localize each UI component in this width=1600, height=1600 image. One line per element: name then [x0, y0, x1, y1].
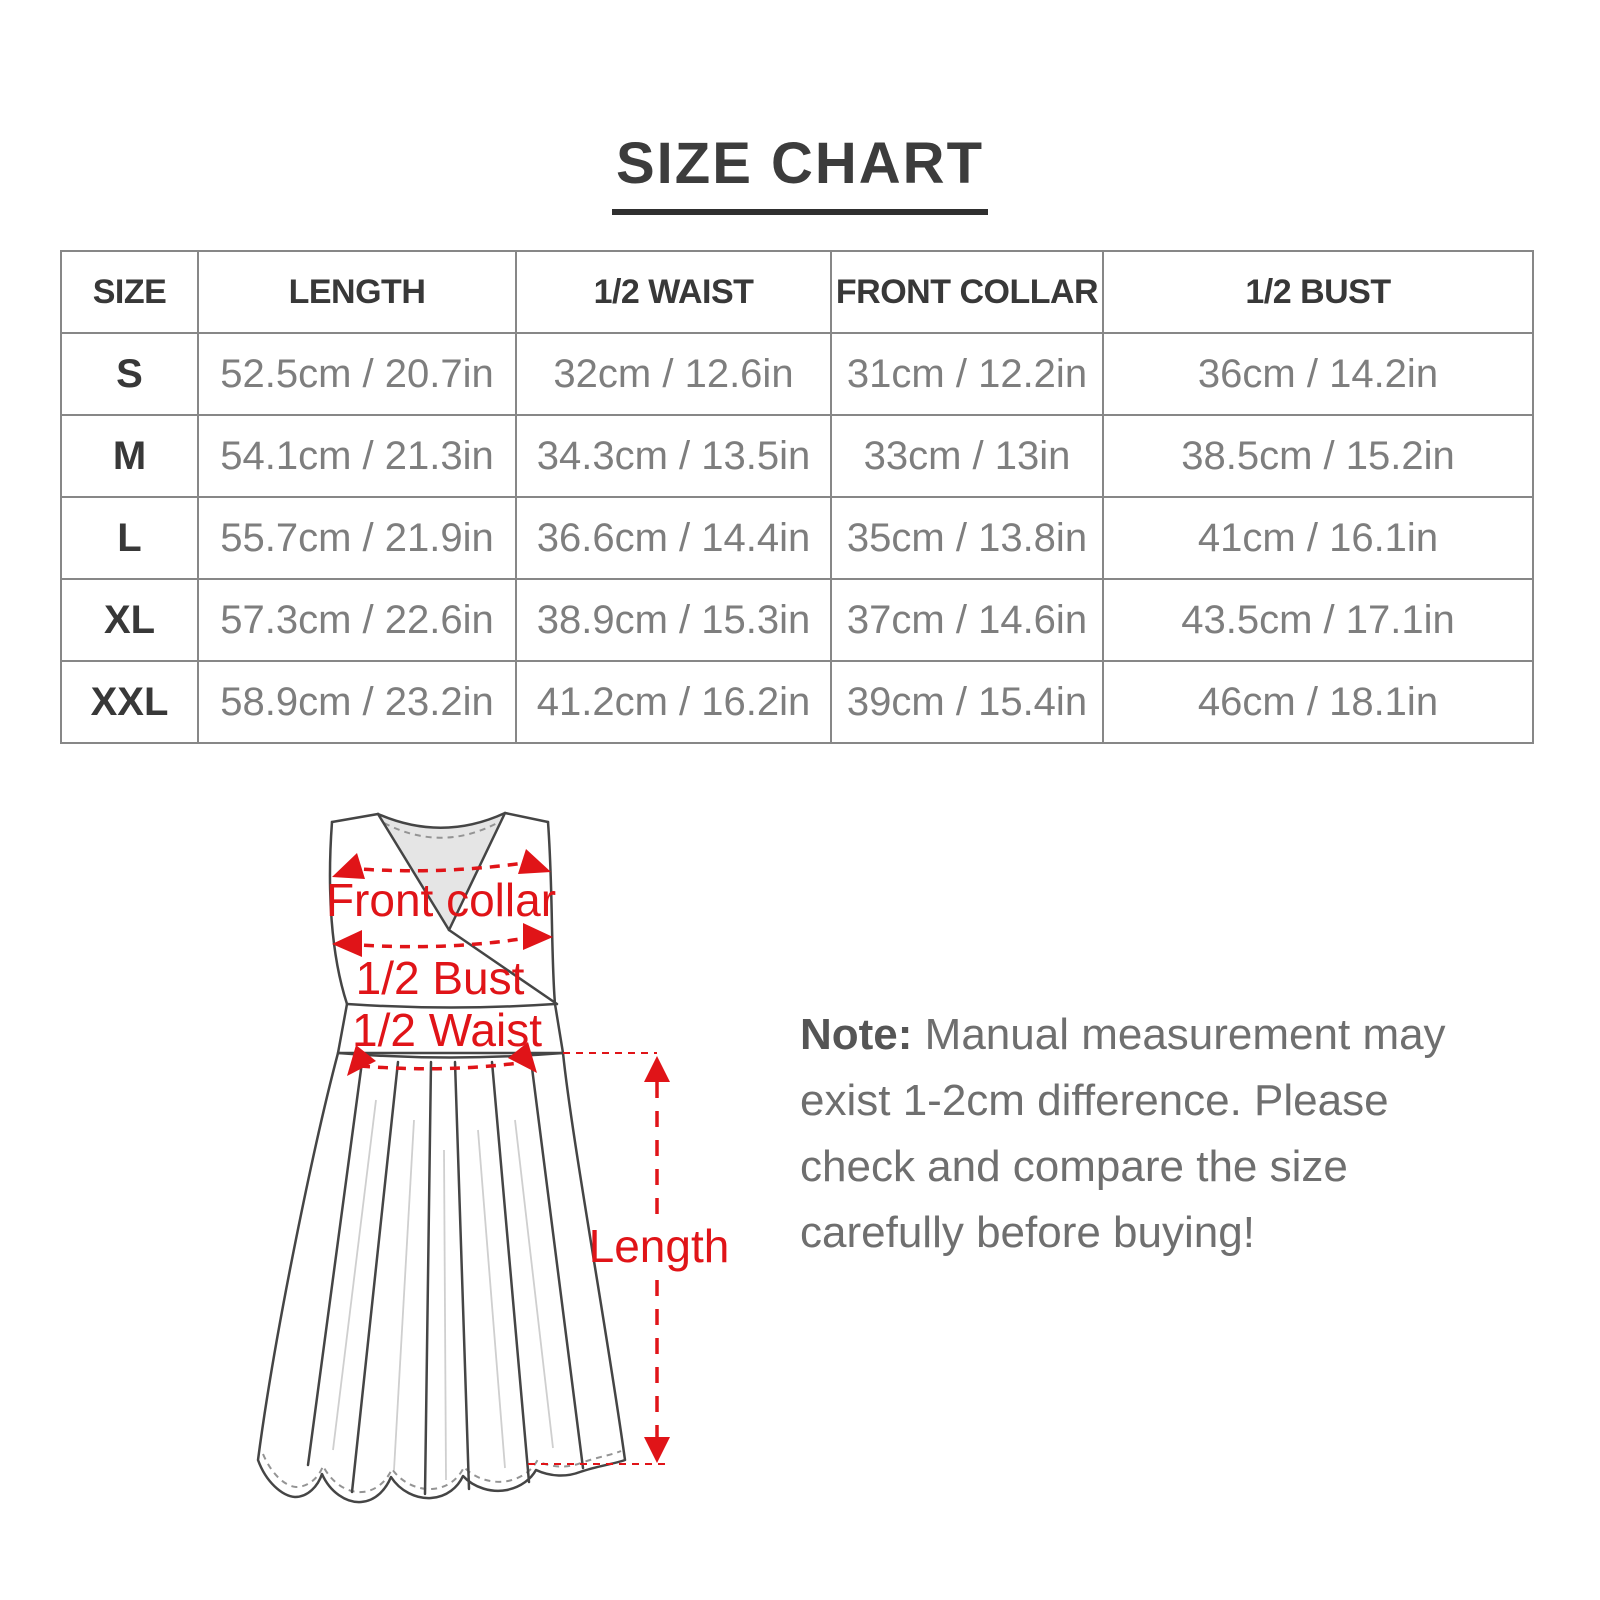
- table-cell: 37cm / 14.6in: [830, 578, 1104, 662]
- table-row: XXL 58.9cm / 23.2in 41.2cm / 16.2in 39cm…: [60, 660, 1534, 744]
- wrap-seam-left: [376, 812, 559, 1006]
- size-label: XL: [60, 578, 199, 662]
- table-cell: 58.9cm / 23.2in: [197, 660, 517, 744]
- bodice-outline: [328, 811, 559, 1006]
- size-label: M: [60, 414, 199, 498]
- table-cell: 31cm / 12.2in: [830, 332, 1104, 416]
- size-label: L: [60, 496, 199, 580]
- table-row: M 54.1cm / 21.3in 34.3cm / 13.5in 33cm /…: [60, 414, 1534, 498]
- half-bust-label: 1/2 Bust: [356, 952, 525, 1004]
- half-waist-arrow: [347, 1042, 537, 1076]
- page-header: SIZE CHART: [0, 130, 1600, 215]
- table-cell: 36.6cm / 14.4in: [515, 496, 832, 580]
- table-cell: 52.5cm / 20.7in: [197, 332, 517, 416]
- column-header-half-bust: 1/2 BUST: [1102, 250, 1534, 334]
- column-header-half-waist: 1/2 WAIST: [515, 250, 832, 334]
- table-cell: 38.5cm / 15.2in: [1102, 414, 1534, 498]
- table-cell: 38.9cm / 15.3in: [515, 578, 832, 662]
- half-waist-label: 1/2 Waist: [352, 1004, 542, 1056]
- measurement-annotations: Front collar 1/2 Bust 1/2 Waist Length: [326, 849, 730, 1465]
- table-row: S 52.5cm / 20.7in 32cm / 12.6in 31cm / 1…: [60, 332, 1534, 416]
- table-cell: 46cm / 18.1in: [1102, 660, 1534, 744]
- table-cell: 35cm / 13.8in: [830, 496, 1104, 580]
- page-title: SIZE CHART: [612, 130, 988, 215]
- table-cell: 36cm / 14.2in: [1102, 332, 1534, 416]
- length-label: Length: [589, 1220, 730, 1272]
- dress-outline: [256, 811, 627, 1504]
- column-header-size: SIZE: [60, 250, 199, 334]
- half-bust-arrow: [332, 923, 553, 957]
- measurement-note: Note: Manual measurement may exist 1-2cm…: [800, 1002, 1460, 1266]
- front-collar-arrow: [332, 849, 551, 879]
- table-cell: 34.3cm / 13.5in: [515, 414, 832, 498]
- neck-panel: [378, 813, 505, 930]
- size-label: S: [60, 332, 199, 416]
- table-cell: 57.3cm / 22.6in: [197, 578, 517, 662]
- size-chart-table: SIZE LENGTH 1/2 WAIST FRONT COLLAR 1/2 B…: [60, 250, 1534, 744]
- length-arrow: [528, 1052, 670, 1465]
- table-row: L 55.7cm / 21.9in 36.6cm / 14.4in 35cm /…: [60, 496, 1534, 580]
- note-text: Manual measurement may exist 1-2cm diffe…: [800, 1010, 1446, 1257]
- table-cell: 55.7cm / 21.9in: [197, 496, 517, 580]
- wrap-seam-right: [447, 811, 507, 932]
- note-label: Note:: [800, 1010, 913, 1059]
- pleat-lines: [306, 1058, 585, 1496]
- table-cell: 43.5cm / 17.1in: [1102, 578, 1534, 662]
- table-cell: 33cm / 13in: [830, 414, 1104, 498]
- column-header-length: LENGTH: [197, 250, 517, 334]
- table-cell: 54.1cm / 21.3in: [197, 414, 517, 498]
- size-label: XXL: [60, 660, 199, 744]
- waistband: [336, 1002, 565, 1059]
- front-collar-label: Front collar: [326, 874, 556, 926]
- hem-stitch-line: [262, 1450, 622, 1494]
- table-header-row: SIZE LENGTH 1/2 WAIST FRONT COLLAR 1/2 B…: [60, 250, 1534, 334]
- table-row: XL 57.3cm / 22.6in 38.9cm / 15.3in 37cm …: [60, 578, 1534, 662]
- column-header-front-collar: FRONT COLLAR: [830, 250, 1104, 334]
- table-cell: 41cm / 16.1in: [1102, 496, 1534, 580]
- skirt-outline: [256, 1051, 627, 1504]
- table-cell: 32cm / 12.6in: [515, 332, 832, 416]
- table-cell: 41.2cm / 16.2in: [515, 660, 832, 744]
- table-cell: 39cm / 15.4in: [830, 660, 1104, 744]
- neck-stitch-line: [383, 821, 500, 839]
